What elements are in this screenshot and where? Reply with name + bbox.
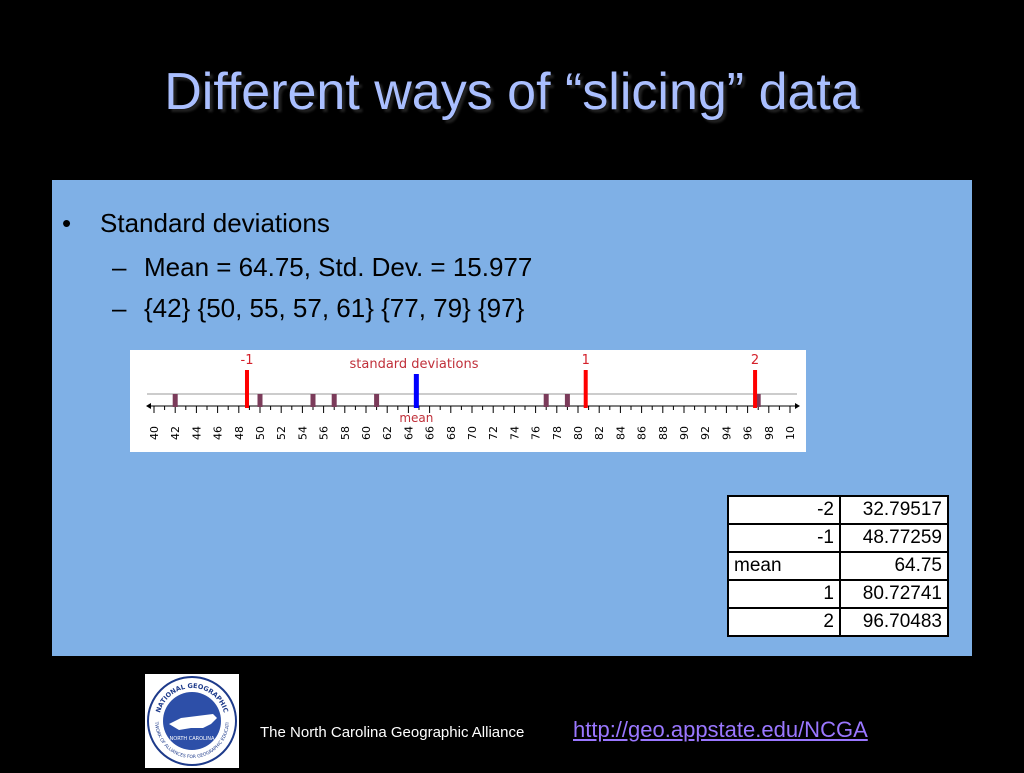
x-tick-label: 74 [508,426,521,440]
sd-label: 1 [582,353,590,368]
sub-text: Mean = 64.75, Std. Dev. = 15.977 [144,252,533,282]
data-point-bar [755,394,761,407]
x-tick-label: 84 [614,426,627,440]
x-tick-label: 80 [572,426,585,440]
x-tick-label: 42 [169,426,182,440]
sd-label: 2 [751,353,759,368]
x-tick-label: 40 [148,426,161,440]
chart-title: standard deviations [350,357,479,372]
x-tick-label: 78 [551,426,564,440]
data-point-bar [172,394,178,407]
bullet-marker: • [62,208,72,238]
x-tick-label: 82 [593,426,606,440]
table-row: -2 32.79517 [727,495,949,525]
table-cell-value: 64.75 [839,551,949,581]
std-dev-chart: standard deviations 40 42 44 46 48 50 52 54 56 58… [130,350,806,452]
x-tick-label: 62 [381,426,394,440]
sd-table: -2 32.79517 -1 48.77259 mean 64.75 1 80.… [727,495,949,637]
x-tick-label: 86 [636,426,649,440]
bullet-text: Standard deviations [100,208,330,238]
content-panel: • Standard deviations – Mean = 64.75, St… [52,180,972,656]
axis-arrow-right [795,403,800,409]
x-tick-label: 90 [678,426,691,440]
table-row: 1 80.72741 [727,579,949,609]
x-tick-label: 92 [699,426,712,440]
data-point-bar [564,394,570,407]
data-point-bar [374,394,380,407]
footer-org: The North Carolina Geographic Alliance [260,724,525,741]
sd-line [583,370,588,408]
ncga-logo: NATIONAL GEOGRAPHIC NETWORK OF ALLIANCES… [143,670,239,768]
table-cell-value: 96.70483 [839,607,949,637]
sd-label: -1 [241,353,254,368]
data-point-bar [310,394,316,407]
x-tick-label: 68 [445,426,458,440]
table-cell-label: -1 [727,523,841,553]
x-tick-label: 52 [275,426,288,440]
sd-line [753,370,758,408]
table-cell-value: 80.72741 [839,579,949,609]
sub-marker: – [112,293,127,323]
x-tick-label: 66 [424,426,437,440]
x-tick-label: 56 [318,426,331,440]
data-point-bar [331,394,337,407]
x-tick-label: 58 [339,426,352,440]
x-tick-label: 88 [657,426,670,440]
x-tick-label: 44 [190,426,203,440]
x-tick-label: 94 [720,426,733,440]
table-cell-label: mean [727,551,841,581]
data-point-bar [257,394,263,407]
logo-center-text: NORTH CAROLINA [170,736,216,742]
table-cell-value: 48.77259 [839,523,949,553]
sub-marker: – [112,252,127,282]
table-cell-label: 2 [727,607,841,637]
sd-line [244,370,249,408]
x-tick-label: 10 [784,426,797,440]
sub-text: {42} {50, 55, 57, 61} {77, 79} {97} [144,293,525,323]
table-row: 2 96.70483 [727,607,949,637]
table-row: -1 48.77259 [727,523,949,553]
table-cell-label: 1 [727,579,841,609]
x-tick-label: 64 [402,426,415,440]
table-cell-label: -2 [727,495,841,525]
x-tick-label: 70 [466,426,479,440]
x-tick-label: 54 [296,426,309,440]
x-tick-label: 96 [742,426,755,440]
x-tick-label: 46 [212,426,225,440]
table-row: mean 64.75 [727,551,949,581]
x-tick-label: 60 [360,426,373,440]
table-cell-value: 32.79517 [839,495,949,525]
data-point-bar [543,394,549,407]
x-tick-label: 72 [487,426,500,440]
chart-svg: standard deviations 40 42 44 46 48 50 52 54 56 58… [146,353,800,440]
axis-arrow-left [146,403,151,409]
mean-line [413,374,419,408]
x-tick-label: 48 [233,426,246,440]
x-tick-label: 98 [763,426,776,440]
x-tick-label: 50 [254,426,267,440]
slide-title: Different ways of “slicing” data [164,63,860,121]
mean-label: mean [399,411,433,425]
footer-link[interactable]: http://geo.appstate.edu/NCGA [573,717,868,742]
x-tick-label: 76 [530,426,543,440]
